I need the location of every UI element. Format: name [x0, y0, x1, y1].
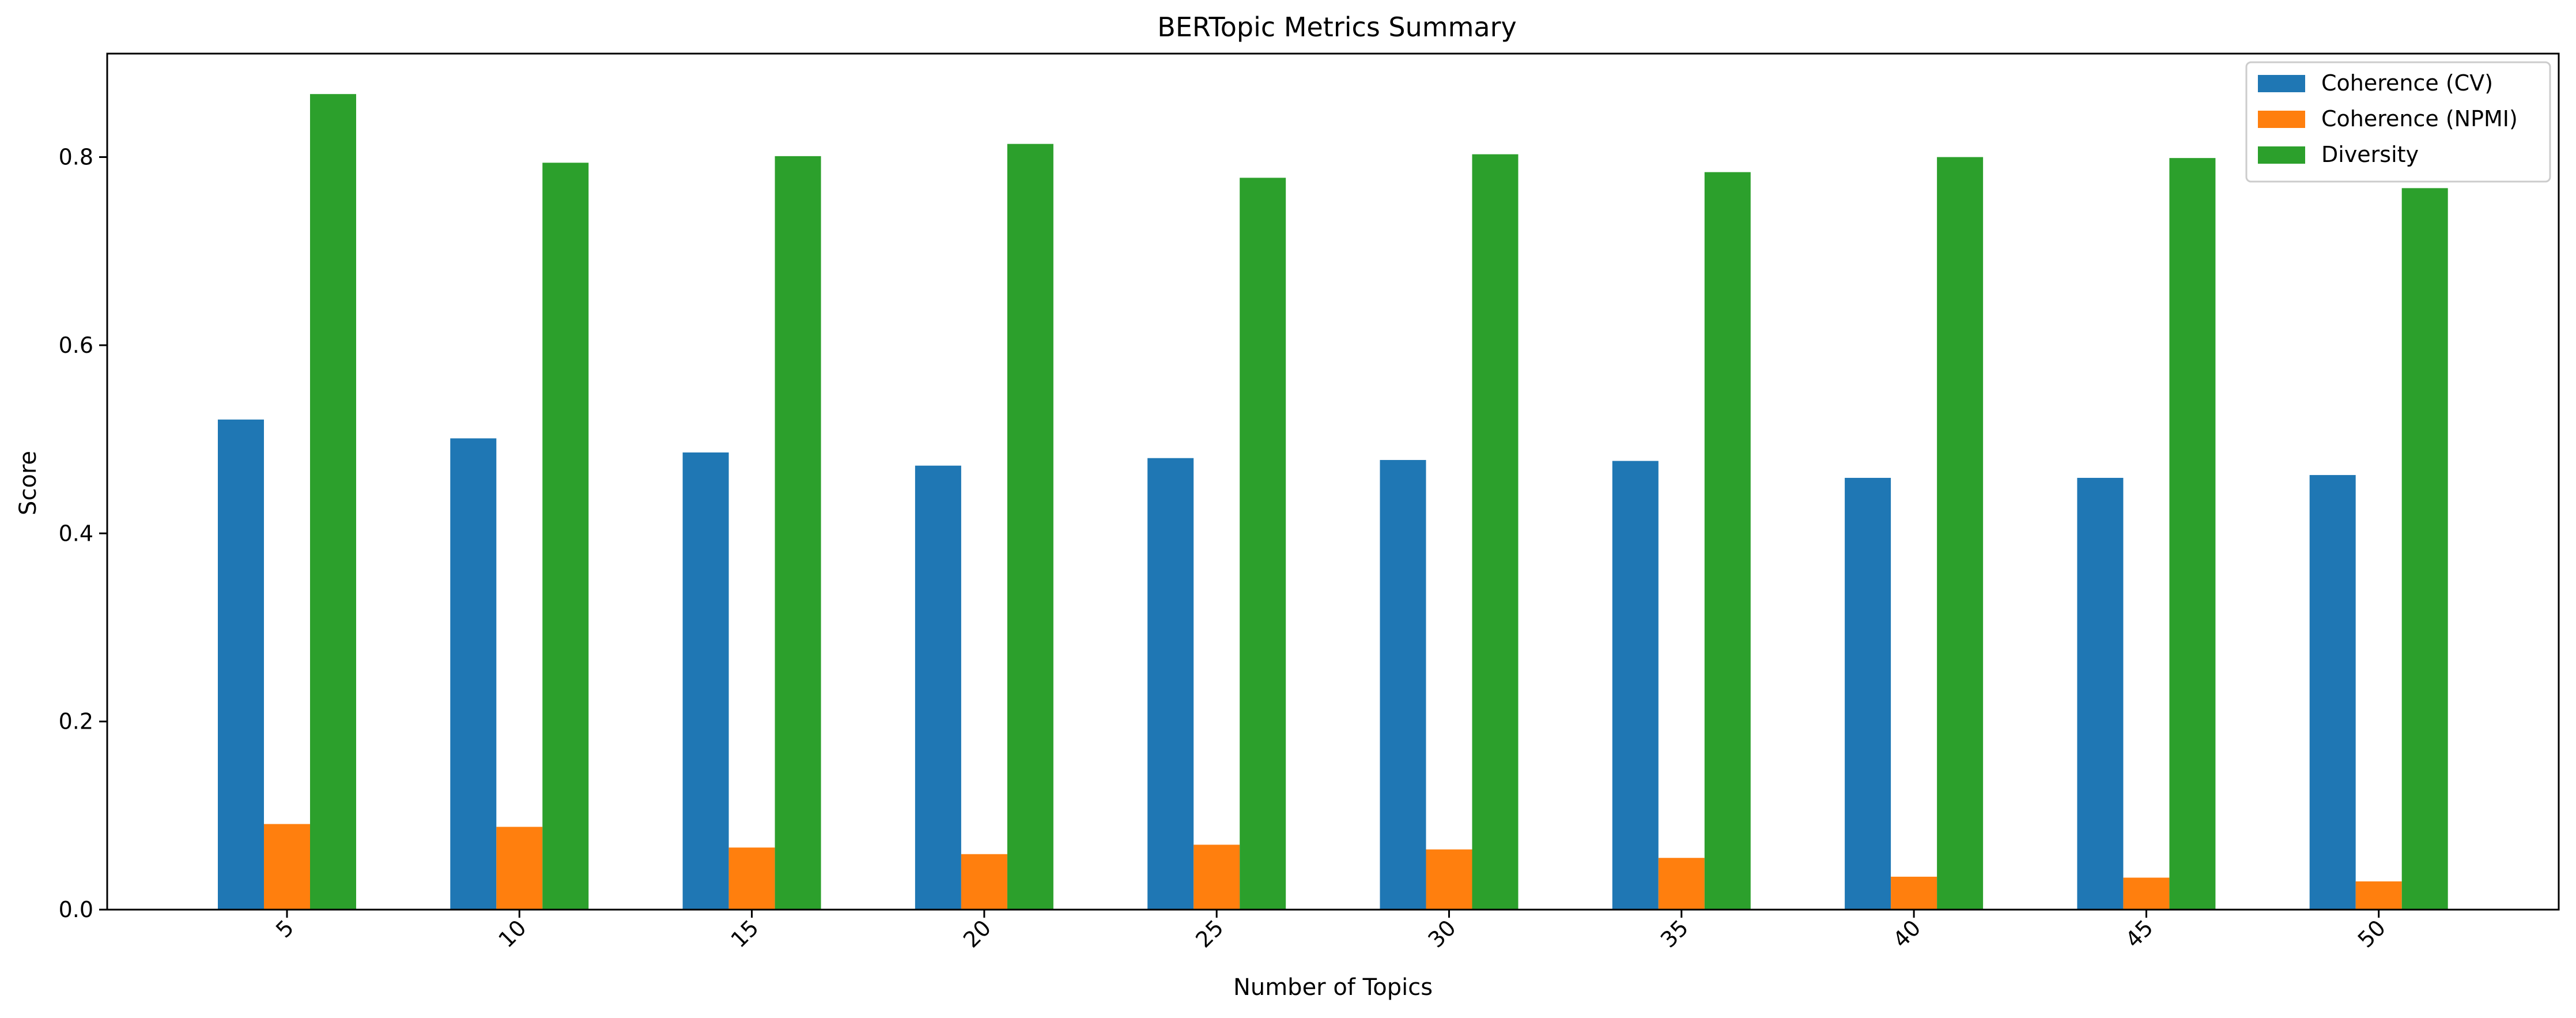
legend-swatch — [2258, 75, 2305, 92]
bar-coherence-cv-50 — [2309, 475, 2356, 910]
bar-coherence-npmi-25 — [1193, 844, 1240, 910]
axes-frame — [106, 52, 2560, 911]
bar-coherence-npmi-15 — [728, 847, 775, 910]
bar-diversity-25 — [1240, 178, 1286, 910]
bar-coherence-npmi-45 — [2123, 877, 2170, 910]
bar-coherence-cv-35 — [1612, 461, 1659, 910]
bar-diversity-20 — [1007, 144, 1053, 910]
bar-coherence-npmi-10 — [496, 827, 543, 910]
bar-coherence-cv-25 — [1147, 458, 1194, 910]
bar-diversity-10 — [542, 163, 589, 910]
bar-coherence-npmi-20 — [961, 854, 1007, 910]
legend-swatch — [2258, 111, 2305, 128]
x-axis-label: Number of Topics — [1233, 974, 1433, 1001]
legend: Coherence (CV) Coherence (NPMI) Diversity — [2245, 61, 2551, 183]
legend-label: Coherence (CV) — [2321, 70, 2493, 96]
y-tick-label: 0.0 — [59, 897, 93, 922]
bar-coherence-cv-40 — [1845, 477, 1891, 910]
bar-diversity-50 — [2401, 188, 2448, 910]
chart-title: BERTopic Metrics Summary — [1157, 12, 1516, 43]
y-tick-label: 0.8 — [59, 145, 93, 170]
y-axis-label: Score — [15, 451, 41, 515]
bar-diversity-45 — [2169, 158, 2216, 910]
bar-coherence-cv-10 — [450, 438, 497, 910]
y-tick-label: 0.6 — [59, 333, 93, 358]
bar-coherence-cv-45 — [2077, 477, 2124, 910]
bar-coherence-cv-20 — [915, 465, 961, 910]
bar-diversity-40 — [1937, 157, 1984, 910]
bar-coherence-cv-15 — [682, 452, 729, 910]
bar-coherence-npmi-30 — [1426, 849, 1472, 910]
bar-diversity-5 — [310, 94, 356, 910]
legend-swatch — [2258, 146, 2305, 164]
bar-coherence-npmi-35 — [1658, 858, 1705, 910]
plot-area: 0.00.20.40.60.85 10 15 20 25 30 35 40 45 50 — [59, 52, 2560, 953]
bar-coherence-npmi-5 — [264, 824, 310, 910]
legend-label: Coherence (NPMI) — [2321, 106, 2518, 131]
legend-label: Diversity — [2321, 142, 2419, 167]
bar-coherence-npmi-50 — [2355, 881, 2402, 910]
bar-coherence-npmi-40 — [1891, 876, 1937, 910]
bar-diversity-35 — [1704, 172, 1751, 910]
bar-coherence-cv-5 — [218, 419, 264, 910]
legend-box — [2245, 61, 2551, 183]
bar-diversity-15 — [775, 156, 821, 910]
bar-diversity-30 — [1472, 154, 1519, 910]
y-tick-label: 0.2 — [59, 709, 93, 734]
y-tick-label: 0.4 — [59, 521, 93, 546]
bar-coherence-cv-30 — [1380, 459, 1426, 910]
